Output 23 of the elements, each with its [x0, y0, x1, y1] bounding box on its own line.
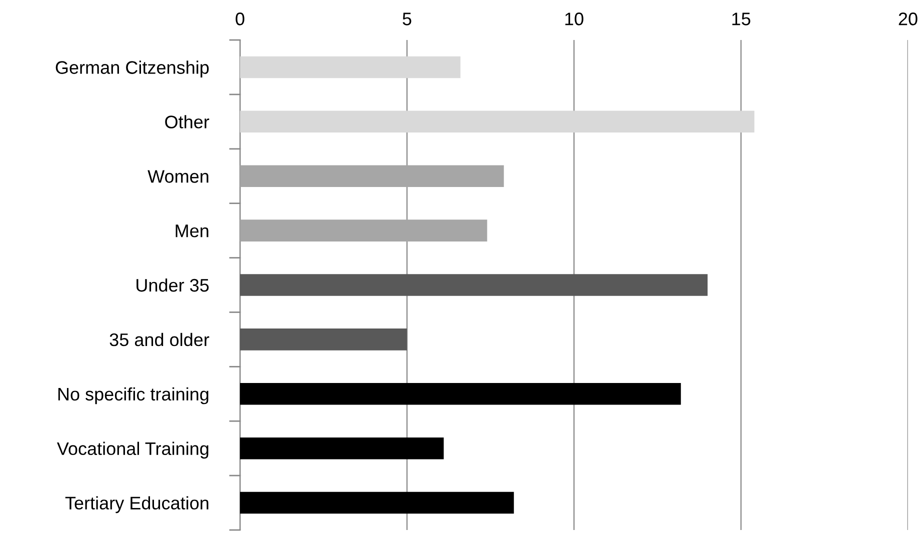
y-tick-label: Under 35 [136, 278, 209, 292]
bar [240, 437, 444, 460]
y-tick-label: Other [165, 115, 210, 128]
bar [240, 165, 504, 187]
x-tick-label: 10 [565, 12, 584, 26]
bar [240, 274, 708, 296]
x-tick-label: 5 [402, 12, 412, 26]
y-tick-label: Men [176, 224, 208, 238]
bar [240, 328, 407, 350]
x-tick-label: 15 [732, 12, 750, 26]
bar [240, 110, 754, 133]
y-tick-label: German Citzenship [56, 60, 209, 78]
y-tick-label: Vocational Training [56, 442, 208, 459]
bar [240, 383, 681, 405]
y-tick-label: 35 and older [110, 332, 210, 346]
bar [240, 56, 460, 78]
x-tick-label: 0 [236, 12, 244, 26]
y-tick-label: No specific training [58, 387, 208, 404]
x-tick-label: 20 [898, 12, 918, 26]
y-tick-label: Women [148, 170, 208, 183]
bar [240, 220, 488, 242]
y-tick-label: Tertiary Education [65, 496, 208, 514]
bar [240, 492, 514, 514]
